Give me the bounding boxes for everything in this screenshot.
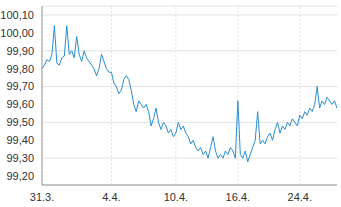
svg-text:100,10: 100,10 — [8, 9, 34, 21]
svg-text:99,70: 99,70 — [8, 80, 34, 92]
svg-text:24.4.: 24.4. — [288, 191, 312, 203]
svg-text:99,40: 99,40 — [8, 134, 34, 146]
svg-text:99,50: 99,50 — [8, 116, 34, 128]
svg-text:31.3.: 31.3. — [30, 191, 54, 203]
svg-text:10.4.: 10.4. — [164, 191, 188, 203]
svg-text:99,60: 99,60 — [8, 98, 34, 110]
svg-text:16.4.: 16.4. — [226, 191, 250, 203]
svg-text:99,90: 99,90 — [8, 45, 34, 57]
svg-text:4.4.: 4.4. — [102, 191, 120, 203]
svg-text:99,30: 99,30 — [8, 152, 34, 164]
svg-text:99,20: 99,20 — [8, 170, 34, 182]
svg-text:99,80: 99,80 — [8, 63, 34, 75]
svg-text:100,00: 100,00 — [8, 27, 34, 39]
